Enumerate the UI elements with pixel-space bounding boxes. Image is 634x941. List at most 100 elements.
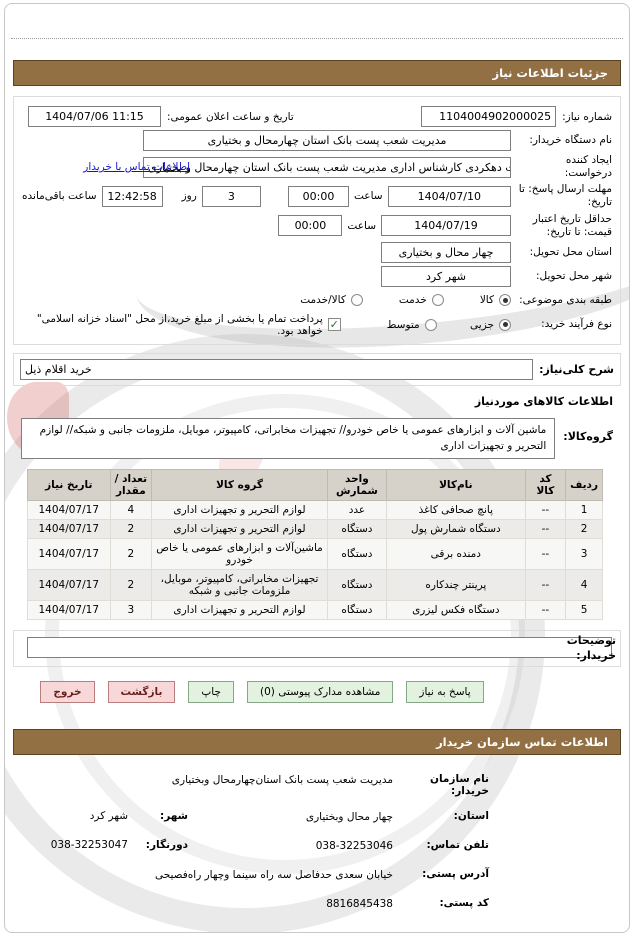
creator-label: ایجاد کننده درخواست: (564, 154, 612, 180)
cell-unit: عدد (326, 500, 387, 521)
header-need-date[interactable]: تاریخ نیاز (27, 469, 111, 502)
category-goods-radio[interactable] (499, 294, 511, 307)
section-header-contact-label: اطلاعات تماس سازمان خریدار (436, 735, 608, 750)
table-row: 4 -- پرینتر چندکاره دستگاه تجهیزات مخابر… (27, 569, 603, 602)
process-partial-radio[interactable] (499, 318, 511, 331)
org-name-value: مدیریت شعب پست بانک استان‌چهارمحال وبختی… (171, 774, 393, 787)
items-info-heading: اطلاعات کالاهای موردنیاز (474, 394, 613, 408)
buyer-org-label: نام دستگاه خریدار: (529, 133, 612, 146)
process-partial-label: جزیی (470, 318, 494, 331)
need-info-panel: شماره نیاز: 1104004902000025 تاریخ و ساع… (13, 96, 621, 345)
back-button[interactable]: بازگشت (107, 681, 176, 704)
goods-group-field[interactable]: ماشین آلات و ابزارهای عمومی یا خاص خودرو… (21, 417, 556, 460)
time-remaining-label: ساعت باقی‌مانده (22, 190, 97, 203)
table-row: 5 -- دستگاه فکس لیزری دستگاه لوازم التحر… (27, 600, 603, 621)
cell-item-name: دستگاه فکس لیزری (385, 600, 526, 621)
cell-group: لوازم التحریر و تجهیزات اداری (151, 519, 328, 540)
reply-deadline-label: مهلت ارسال پاسخ: تا تاریخ: (518, 183, 612, 209)
contact-fax-value: 038-32253047 (50, 839, 128, 852)
view-attachments-button[interactable]: مشاهده مدارک پیوستی (0) (246, 681, 394, 704)
delivery-city-label: شهر محل تحویل: (536, 269, 612, 282)
price-validity-hour-label: ساعت (347, 219, 376, 232)
buyer-org-field[interactable]: مدیریت شعب پست بانک استان چهارمحال و بخت… (143, 130, 511, 151)
cell-row-number: 3 (565, 538, 603, 571)
section-header-need-details: جزئیات اطلاعات نیاز (13, 60, 621, 86)
buyer-notes-label-line1: توضیحات (566, 634, 616, 648)
need-description-label: شرح کلی‌نیاز: (539, 362, 614, 376)
cell-group: تجهیزات مخابراتی، کامپیوتر، موبایل، ملزو… (151, 569, 328, 602)
print-button[interactable]: چاپ (188, 681, 234, 704)
category-goods-service-label: کالا/خدمت (300, 294, 346, 307)
need-number-label: شماره نیاز: (562, 110, 612, 123)
postal-code-value: 8816845438 (326, 897, 393, 910)
contact-city-value: شهر کرد (89, 810, 128, 823)
process-medium-label: متوسط (386, 318, 420, 331)
cell-need-date: 1404/07/17 (27, 519, 111, 540)
time-remaining-field[interactable]: 12:42:58 (101, 185, 163, 207)
header-item-name[interactable]: نام‌کالا (385, 469, 526, 502)
delivery-city-field[interactable]: شهر کرد (381, 265, 511, 287)
cell-unit: دستگاه (326, 519, 387, 540)
treasury-note-label: پرداخت تمام یا بخشی از مبلغ خرید،از محل … (36, 312, 323, 337)
cell-quantity: 2 (109, 569, 153, 602)
process-medium-radio[interactable] (424, 318, 437, 331)
cell-item-name: دستگاه شمارش پول (385, 519, 526, 540)
buyer-notes-label-line2: خریدار: (576, 648, 616, 662)
cell-row-number: 5 (565, 600, 603, 621)
header-unit[interactable]: واحد شمارش (326, 469, 387, 502)
category-service-radio[interactable] (431, 294, 444, 307)
cell-item-code: -- (524, 538, 567, 571)
header-row-number[interactable]: ردیف (565, 469, 603, 502)
header-quantity[interactable]: تعداد / مقدار (109, 469, 153, 502)
reply-deadline-time-field[interactable]: 00:00 (287, 185, 349, 207)
need-number-field[interactable]: 1104004902000025 (421, 106, 557, 127)
price-validity-label: حداقل تاریخ اعتبار قیمت: تا تاریخ: (532, 212, 612, 238)
section-header-contact: اطلاعات تماس سازمان خریدار (13, 729, 621, 756)
buyer-notes-field[interactable] (27, 637, 612, 659)
cell-row-number: 2 (565, 519, 603, 540)
cell-quantity: 4 (109, 500, 153, 521)
announce-datetime-field[interactable]: 1404/07/06 11:15 (28, 106, 161, 127)
cell-need-date: 1404/07/17 (27, 500, 111, 521)
process-type-label: نوع فرآیند خرید: (541, 318, 612, 331)
cell-quantity: 2 (109, 519, 153, 540)
announce-datetime-label: تاریخ و ساعت اعلان عمومی: (167, 110, 294, 123)
top-dotted-divider (11, 38, 623, 39)
delivery-province-field[interactable]: چهار محال و بختیاری (381, 241, 511, 263)
buyer-notes-box: توضیحات خریدار: (13, 630, 621, 668)
table-row: 3 -- دمنده برقی دستگاه ماشین‌آلات و ابزا… (27, 538, 603, 571)
cell-item-code: -- (524, 519, 567, 540)
header-item-code[interactable]: کد کالا (524, 469, 567, 502)
cell-need-date: 1404/07/17 (27, 538, 111, 571)
reply-deadline-hour-label: ساعت (354, 190, 383, 203)
days-remaining-field[interactable]: 3 (201, 185, 261, 207)
cell-unit: دستگاه (326, 538, 387, 571)
respond-button[interactable]: پاسخ به نیاز (406, 681, 484, 704)
org-name-label: نام سازمان خریدار: (430, 773, 489, 798)
cell-quantity: 3 (109, 600, 153, 621)
cell-need-date: 1404/07/17 (27, 569, 111, 602)
cell-item-code: -- (524, 600, 567, 621)
contact-fax-label: دورنگار: (145, 839, 188, 852)
category-goods-service-radio[interactable] (350, 294, 363, 307)
need-description-field[interactable]: خرید اقلام ذیل (20, 358, 534, 380)
postal-code-label: کد پستی: (439, 896, 489, 909)
exit-button[interactable]: خروج (40, 681, 95, 704)
header-group[interactable]: گروه کالا (151, 469, 328, 502)
treasury-checkbox[interactable]: ✓ (327, 318, 341, 332)
section-header-need-details-label: جزئیات اطلاعات نیاز (492, 66, 608, 80)
subject-category-label: طبقه بندی موضوعی: (519, 293, 612, 306)
cell-item-name: دمنده برقی (385, 538, 526, 571)
cell-item-name: پرینتر چندکاره (385, 569, 526, 602)
action-buttons: پاسخ به نیاز مشاهده مدارک پیوستی (0) چاپ… (5, 681, 519, 704)
contact-province-label: استان: (453, 810, 489, 823)
cell-row-number: 4 (565, 569, 603, 602)
price-validity-date-field[interactable]: 1404/07/19 (381, 215, 511, 237)
creator-field[interactable]: فرخنده شفقت دهکردی کارشناس اداری مدیریت … (143, 156, 511, 178)
day-unit-label: روز (181, 190, 197, 203)
cell-row-number: 1 (565, 500, 603, 521)
goods-group-label: گروه‌کالا: (563, 429, 613, 443)
reply-deadline-date-field[interactable]: 1404/07/10 (387, 185, 511, 207)
buyer-contact-link[interactable]: اطلاعات تماس با خریدار (83, 161, 190, 174)
price-validity-time-field[interactable]: 00:00 (278, 215, 343, 237)
